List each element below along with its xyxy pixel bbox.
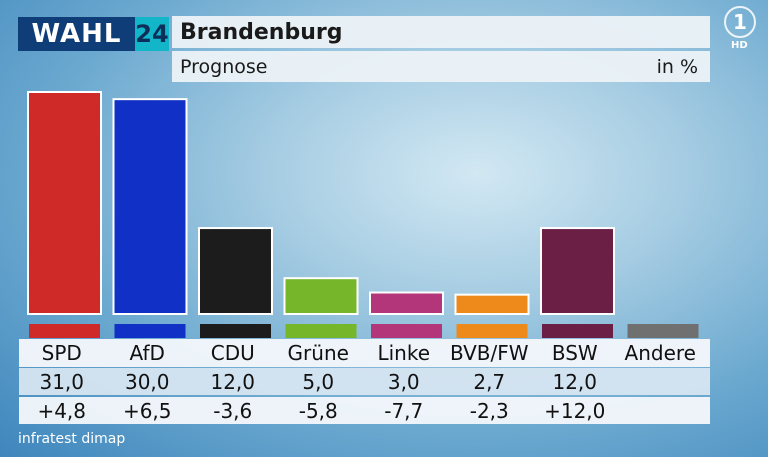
legend-swatch-cdu <box>200 324 271 338</box>
legend-swatch-linke <box>371 324 442 338</box>
diff-label-afd: +6,5 <box>122 398 172 423</box>
bar-cdu <box>198 227 273 315</box>
bar-chart <box>27 91 699 338</box>
chart-title: Brandenburg <box>172 16 710 48</box>
logo-year: 24 <box>135 17 169 51</box>
logo-text: WAHL <box>31 19 122 49</box>
party-label-bsw: BSW <box>551 341 598 365</box>
chart-subtitle: Prognose <box>180 55 268 78</box>
bar-linke <box>369 291 444 316</box>
legend-swatch-afd <box>114 324 186 338</box>
party-names-row: SPD AfD CDU Grüne Linke BVB/FW BSW Andere <box>19 339 710 367</box>
value-label-bvb-fw: 2,7 <box>473 369 506 394</box>
diff-label-bvb-fw: -2,3 <box>469 398 509 423</box>
source-label: infratest dimap <box>18 431 126 447</box>
legend-swatch-gr-ne <box>285 324 357 338</box>
party-label-andere: Andere <box>624 341 696 365</box>
bar-afd <box>112 98 188 316</box>
diff-label-bsw: +12,0 <box>544 398 606 423</box>
party-label-gr-ne: Grüne <box>287 341 349 365</box>
bar-bsw <box>540 227 615 315</box>
party-label-afd: AfD <box>129 341 165 365</box>
diff-label-cdu: -3,6 <box>213 398 253 423</box>
diff-label-gr-ne: -5,8 <box>298 398 338 423</box>
party-label-bvb-fw: BVB/FW <box>449 341 529 365</box>
party-label-cdu: CDU <box>210 341 255 365</box>
party-label-linke: Linke <box>377 341 431 365</box>
bar-bvb-fw <box>454 293 530 316</box>
hd-badge: HD <box>731 40 748 51</box>
diff-label-spd: +4,8 <box>37 398 87 423</box>
legend-swatch-bsw <box>542 324 613 338</box>
value-label-spd: 31,0 <box>39 369 85 394</box>
ard-logo-icon: 1 <box>724 6 756 38</box>
legend-swatch-spd <box>29 324 100 338</box>
unit-label: in % <box>656 55 698 78</box>
bar-gr-ne <box>283 277 359 315</box>
legend-swatch-andere <box>627 324 699 338</box>
value-label-afd: 30,0 <box>124 369 170 394</box>
bar-spd <box>27 91 102 315</box>
diffs-row: +4,8 +6,5 -3,6 -5,8 -7,7 -2,3 +12,0 <box>19 397 710 424</box>
wahl-logo: WAHL <box>18 17 135 51</box>
values-row: 31,0 30,0 12,0 5,0 3,0 2,7 12,0 <box>19 368 710 395</box>
legend-swatch-bvb-fw <box>456 324 528 338</box>
value-label-cdu: 12,0 <box>210 369 256 394</box>
value-label-bsw: 12,0 <box>552 369 598 394</box>
diff-label-linke: -7,7 <box>384 398 424 423</box>
subtitle-bar: Prognose in % <box>172 51 710 82</box>
party-label-spd: SPD <box>41 341 82 365</box>
value-label-gr-ne: 5,0 <box>302 369 335 394</box>
value-label-linke: 3,0 <box>387 369 420 394</box>
